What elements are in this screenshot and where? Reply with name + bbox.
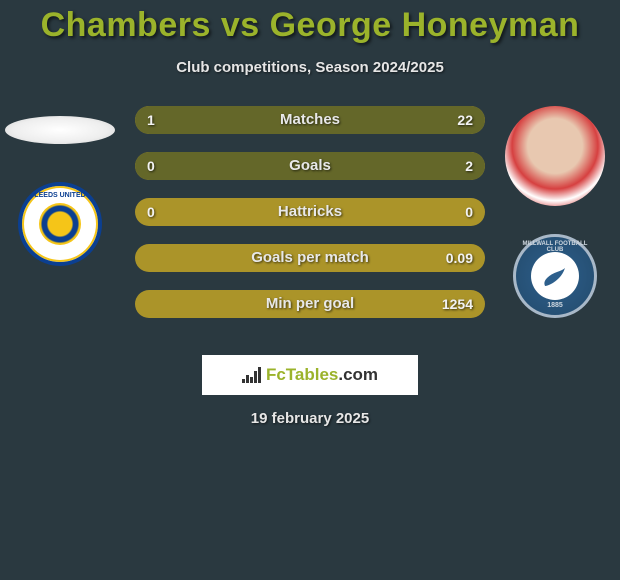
stat-label: Matches: [135, 106, 485, 134]
branding-box: FcTables.com: [202, 355, 418, 395]
stat-row: 1Matches22: [135, 106, 485, 134]
stats-panel: 1Matches220Goals20Hattricks0Goals per ma…: [135, 106, 485, 336]
right-player-column: MILLWALL FOOTBALL CLUB 1885: [490, 106, 620, 318]
branding-name: FcTables: [266, 365, 338, 384]
branding-suffix: .com: [338, 365, 378, 384]
stat-value-right: 2: [465, 152, 473, 180]
club-badge-right-year: 1885: [516, 302, 594, 309]
subtitle: Club competitions, Season 2024/2025: [0, 59, 620, 76]
stat-label: Hattricks: [135, 198, 485, 226]
branding-text: FcTables.com: [266, 365, 378, 385]
stat-row: 0Hattricks0: [135, 198, 485, 226]
club-badge-left-text: LEEDS UNITED: [22, 192, 98, 199]
club-badge-right-ring: MILLWALL FOOTBALL CLUB: [516, 241, 594, 253]
club-badge-left: LEEDS UNITED: [18, 182, 102, 266]
stat-value-right: 0.09: [446, 244, 473, 272]
stat-row: Goals per match0.09: [135, 244, 485, 272]
stat-value-right: 0: [465, 198, 473, 226]
club-badge-right-inner: [531, 252, 579, 300]
stat-label: Min per goal: [135, 290, 485, 318]
left-player-column: LEEDS UNITED: [0, 106, 120, 266]
stat-row: 0Goals2: [135, 152, 485, 180]
player-avatar-left: [5, 116, 115, 144]
page-title: Chambers vs George Honeyman: [0, 0, 620, 45]
lion-icon: [539, 260, 571, 292]
comparison-infographic: Chambers vs George Honeyman Club competi…: [0, 0, 620, 580]
branding-bars-icon: [242, 367, 262, 383]
stat-value-right: 22: [457, 106, 473, 134]
stat-label: Goals per match: [135, 244, 485, 272]
player-avatar-right: [505, 106, 605, 206]
club-badge-right: MILLWALL FOOTBALL CLUB 1885: [513, 234, 597, 318]
stat-value-right: 1254: [442, 290, 473, 318]
date-text: 19 february 2025: [0, 410, 620, 427]
stat-row: Min per goal1254: [135, 290, 485, 318]
stat-label: Goals: [135, 152, 485, 180]
